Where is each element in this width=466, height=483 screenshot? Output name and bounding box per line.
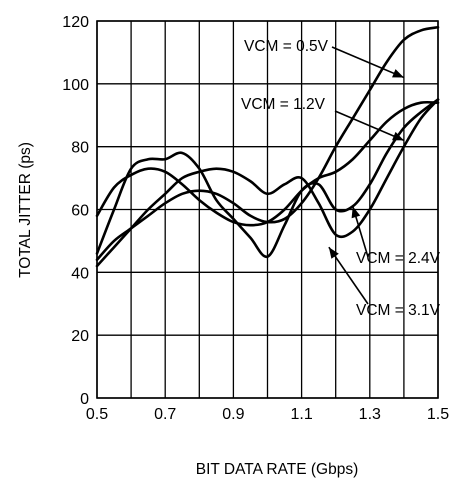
y-tick-label: 80	[71, 140, 89, 157]
x-tick-label: 0.9	[222, 406, 244, 423]
x-tick-label: 0.7	[154, 406, 176, 423]
arrowhead	[351, 206, 361, 219]
annotation-arrow	[331, 46, 405, 79]
annotation-arrow	[328, 246, 369, 305]
x-tick-label: 0.5	[86, 406, 108, 423]
x-tick-label: 1.1	[290, 406, 312, 423]
y-tick-label: 20	[71, 328, 89, 345]
grid	[96, 20, 439, 399]
x-axis-label: BIT DATA RATE (Gbps)	[196, 461, 359, 478]
series-line-3	[95, 98, 440, 258]
series-line-2	[95, 100, 440, 227]
annotation-label: VCM = 2.4V	[356, 250, 441, 267]
arrowhead	[392, 69, 404, 78]
annotation-arrows	[328, 46, 405, 305]
y-tick-label: 120	[62, 14, 89, 31]
annotation-label: VCM = 0.5V	[244, 38, 329, 55]
y-tick-label: 40	[71, 265, 89, 282]
x-tick-label: 1.5	[427, 406, 449, 423]
annotation-arrow	[334, 110, 405, 142]
annotation-labels: VCM = 0.5V VCM = 1.2V VCM = 2.4V VCM = 3.1V	[241, 38, 441, 319]
x-tick-label: 1.3	[359, 406, 381, 423]
tick-labels: 0.5 0.7 0.9 1.1 1.3 1.5 0 20 40 60 80 100 120	[62, 14, 449, 423]
y-tick-label: 0	[80, 391, 89, 408]
annotation-label: VCM = 1.2V	[241, 96, 326, 113]
y-tick-label: 60	[71, 203, 89, 220]
y-tick-label: 100	[62, 77, 89, 94]
series-line-4	[95, 98, 440, 268]
series-curves	[95, 25, 440, 268]
y-axis-label: TOTAL JITTER (ps)	[17, 142, 34, 278]
annotation-label: VCM = 3.1V	[356, 302, 441, 319]
arrowhead	[392, 131, 404, 141]
plot-frame	[96, 20, 439, 399]
arrowhead	[328, 247, 339, 259]
